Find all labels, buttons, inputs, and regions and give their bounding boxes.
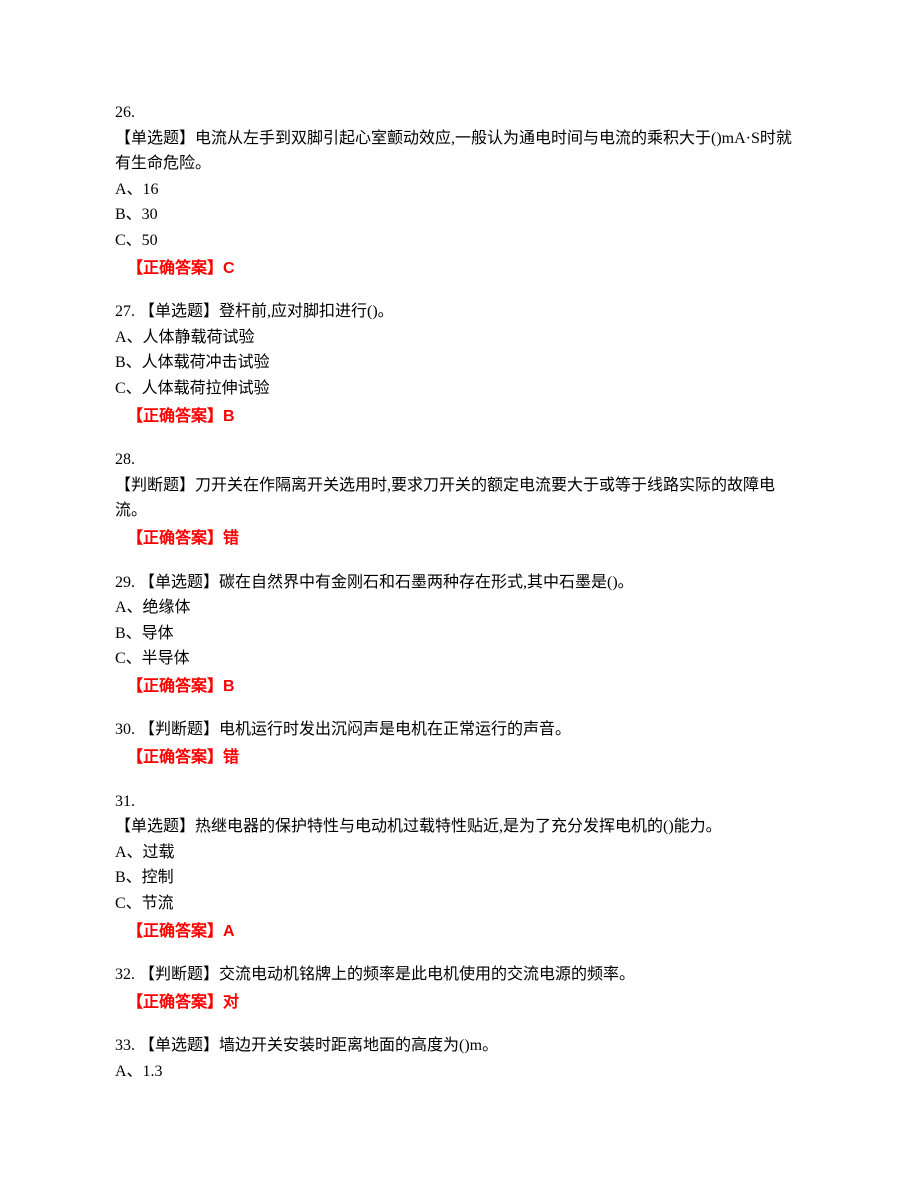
answer-label: 【正确答案】 (127, 260, 223, 277)
answer-line: 【正确答案】错 (115, 526, 805, 552)
question-text-line: 30. 【判断题】电机运行时发出沉闷声是电机在正常运行的声音。 (115, 717, 805, 743)
question-text: 墙边开关安装时距离地面的高度为()m。 (219, 1037, 498, 1054)
question-number: 27. (115, 303, 135, 320)
answer-label: 【正确答案】 (127, 749, 223, 766)
answer-line: 【正确答案】对 (115, 990, 805, 1016)
answer-line: 【正确答案】B (115, 674, 805, 700)
question-number-line: 28. (115, 447, 805, 473)
question-text: 热继电器的保护特性与电动机过载特性贴近,是为了充分发挥电机的()能力。 (195, 818, 722, 835)
question-text: 电机运行时发出沉闷声是电机在正常运行的声音。 (219, 721, 571, 738)
question-number: 28. (115, 451, 135, 468)
question-type: 【判断题】 (139, 721, 219, 738)
question-text-line: 【单选题】电流从左手到双脚引起心室颤动效应,一般认为通电时间与电流的乘积大于()… (115, 126, 805, 177)
question-text-line: 32. 【判断题】交流电动机铭牌上的频率是此电机使用的交流电源的频率。 (115, 962, 805, 988)
question-type: 【判断题】 (139, 966, 219, 983)
answer-line: 【正确答案】错 (115, 745, 805, 771)
option-c: C、节流 (115, 891, 805, 917)
answer-label: 【正确答案】 (127, 994, 223, 1011)
answer-value: C (223, 260, 235, 277)
question-text-line: 【判断题】刀开关在作隔离开关选用时,要求刀开关的额定电流要大于或等于线路实际的故… (115, 473, 805, 524)
answer-value: 对 (223, 994, 239, 1011)
question-type: 【判断题】 (115, 477, 195, 494)
question-text: 刀开关在作隔离开关选用时,要求刀开关的额定电流要大于或等于线路实际的故障电流。 (115, 477, 775, 520)
question-text: 碳在自然界中有金刚石和石墨两种存在形式,其中石墨是()。 (219, 574, 634, 591)
option-a: A、绝缘体 (115, 595, 805, 621)
option-c: C、人体载荷拉伸试验 (115, 376, 805, 402)
answer-label: 【正确答案】 (127, 530, 223, 547)
question-type: 【单选题】 (115, 130, 195, 147)
question-30: 30. 【判断题】电机运行时发出沉闷声是电机在正常运行的声音。 【正确答案】错 (115, 717, 805, 770)
question-type: 【单选题】 (139, 574, 219, 591)
option-a: A、1.3 (115, 1059, 805, 1085)
question-number-line: 26. (115, 100, 805, 126)
question-text-line: 29. 【单选题】碳在自然界中有金刚石和石墨两种存在形式,其中石墨是()。 (115, 570, 805, 596)
question-27: 27. 【单选题】登杆前,应对脚扣进行()。 A、人体静载荷试验 B、人体载荷冲… (115, 299, 805, 429)
option-b: B、导体 (115, 621, 805, 647)
question-type: 【单选题】 (139, 1037, 219, 1054)
option-b: B、控制 (115, 865, 805, 891)
question-text-line: 【单选题】热继电器的保护特性与电动机过载特性贴近,是为了充分发挥电机的()能力。 (115, 814, 805, 840)
question-number: 31. (115, 793, 135, 810)
question-32: 32. 【判断题】交流电动机铭牌上的频率是此电机使用的交流电源的频率。 【正确答… (115, 962, 805, 1015)
answer-value: B (223, 678, 235, 695)
question-33: 33. 【单选题】墙边开关安装时距离地面的高度为()m。 A、1.3 (115, 1033, 805, 1084)
question-number: 33. (115, 1037, 135, 1054)
option-b: B、30 (115, 202, 805, 228)
answer-value: 错 (223, 749, 239, 766)
option-a: A、人体静载荷试验 (115, 325, 805, 351)
answer-line: 【正确答案】C (115, 256, 805, 282)
answer-label: 【正确答案】 (127, 408, 223, 425)
answer-value: 错 (223, 530, 239, 547)
question-number-line: 31. (115, 789, 805, 815)
option-c: C、50 (115, 228, 805, 254)
question-number: 30. (115, 721, 135, 738)
option-c: C、半导体 (115, 646, 805, 672)
answer-value: A (223, 923, 235, 940)
option-a: A、过载 (115, 840, 805, 866)
question-26: 26. 【单选题】电流从左手到双脚引起心室颤动效应,一般认为通电时间与电流的乘积… (115, 100, 805, 281)
answer-line: 【正确答案】B (115, 404, 805, 430)
question-type: 【单选题】 (115, 818, 195, 835)
question-number: 26. (115, 104, 135, 121)
question-29: 29. 【单选题】碳在自然界中有金刚石和石墨两种存在形式,其中石墨是()。 A、… (115, 570, 805, 700)
option-a: A、16 (115, 177, 805, 203)
question-text: 电流从左手到双脚引起心室颤动效应,一般认为通电时间与电流的乘积大于()mA·S时… (115, 130, 792, 173)
answer-line: 【正确答案】A (115, 919, 805, 945)
question-text-line: 27. 【单选题】登杆前,应对脚扣进行()。 (115, 299, 805, 325)
answer-label: 【正确答案】 (127, 923, 223, 940)
answer-value: B (223, 408, 235, 425)
option-b: B、人体载荷冲击试验 (115, 350, 805, 376)
question-text: 登杆前,应对脚扣进行()。 (219, 303, 394, 320)
question-text-line: 33. 【单选题】墙边开关安装时距离地面的高度为()m。 (115, 1033, 805, 1059)
question-28: 28. 【判断题】刀开关在作隔离开关选用时,要求刀开关的额定电流要大于或等于线路… (115, 447, 805, 551)
question-text: 交流电动机铭牌上的频率是此电机使用的交流电源的频率。 (219, 966, 635, 983)
answer-label: 【正确答案】 (127, 678, 223, 695)
question-31: 31. 【单选题】热继电器的保护特性与电动机过载特性贴近,是为了充分发挥电机的(… (115, 789, 805, 945)
question-number: 32. (115, 966, 135, 983)
question-type: 【单选题】 (139, 303, 219, 320)
question-number: 29. (115, 574, 135, 591)
